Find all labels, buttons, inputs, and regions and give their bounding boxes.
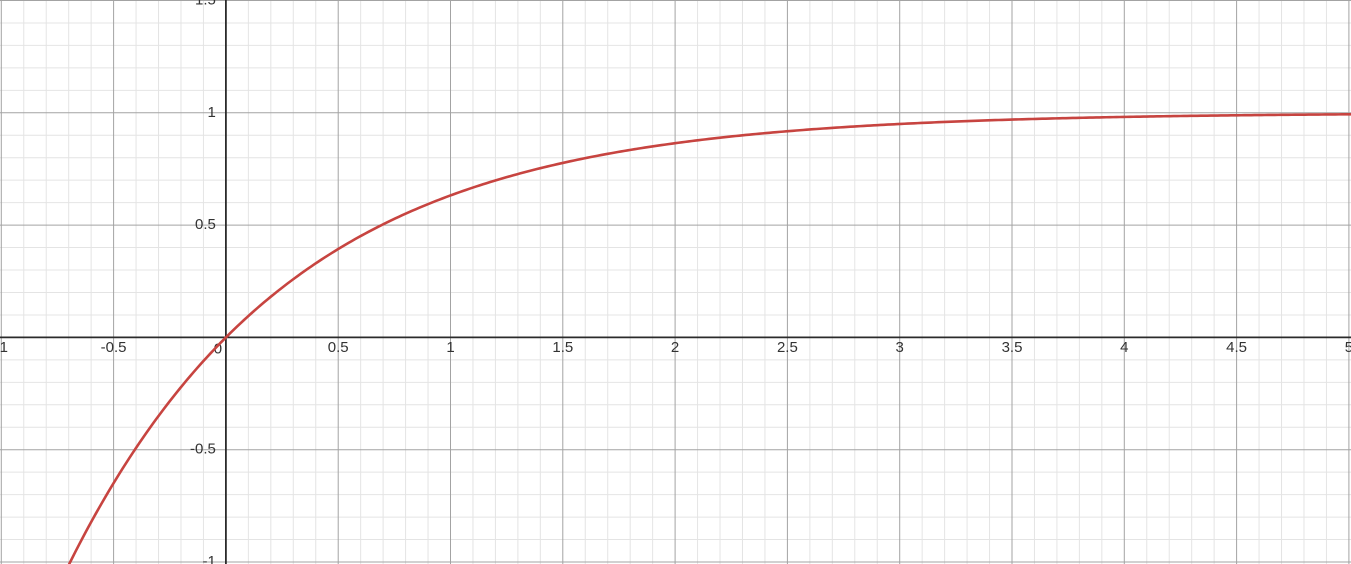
svg-text:5: 5 [1345, 339, 1351, 356]
svg-text:1: 1 [446, 339, 454, 356]
svg-text:4.5: 4.5 [1226, 339, 1247, 356]
svg-text:-0.5: -0.5 [190, 441, 216, 458]
svg-text:3: 3 [896, 339, 904, 356]
svg-text:-1: -1 [203, 553, 216, 564]
svg-text:2.5: 2.5 [777, 339, 798, 356]
svg-text:-0.5: -0.5 [101, 339, 127, 356]
svg-text:2: 2 [671, 339, 679, 356]
svg-text:1: 1 [208, 104, 216, 121]
svg-text:0.5: 0.5 [328, 339, 349, 356]
svg-text:1.5: 1.5 [552, 339, 573, 356]
svg-text:-1: -1 [0, 339, 8, 356]
svg-text:0.5: 0.5 [195, 216, 216, 233]
svg-text:3.5: 3.5 [1002, 339, 1023, 356]
svg-text:1.5: 1.5 [195, 0, 216, 8]
svg-text:4: 4 [1120, 339, 1128, 356]
